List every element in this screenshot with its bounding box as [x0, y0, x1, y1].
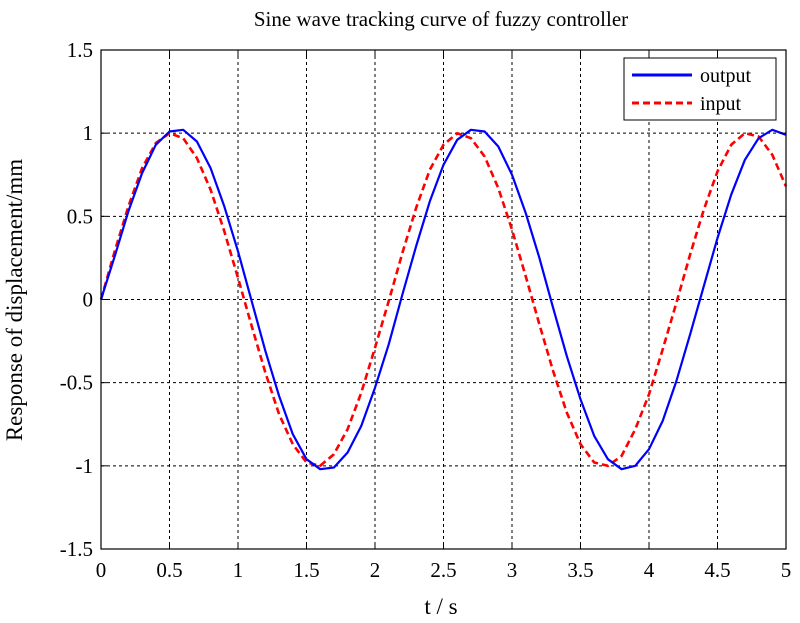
series-line-output — [99, 128, 787, 471]
y-tick-label: -1.5 — [60, 537, 93, 561]
x-tick-label: 3 — [507, 558, 518, 582]
y-tick-label: -0.5 — [60, 371, 93, 395]
x-tick-label: 0.5 — [156, 558, 182, 582]
x-axis-label: t / s — [424, 594, 457, 619]
y-tick-label: 1.5 — [67, 38, 93, 62]
y-tick-label: 0 — [83, 288, 94, 312]
y-tick-label: -1 — [76, 454, 94, 478]
x-tick-label: 4 — [644, 558, 655, 582]
chart-title: Sine wave tracking curve of fuzzy contro… — [254, 7, 628, 31]
legend-label-output: output — [700, 65, 752, 87]
x-tick-label: 5 — [781, 558, 792, 582]
y-axis-label: Response of displacement/mm — [2, 159, 27, 441]
legend-box — [623, 57, 777, 121]
x-tick-label: 3.5 — [567, 558, 593, 582]
y-tick-label: 0.5 — [67, 204, 93, 228]
x-tick-label: 2.5 — [430, 558, 456, 582]
x-axis-ticks: 0 0.5 1 1.5 2 2.5 3 3.5 4 4.5 5 — [96, 50, 792, 582]
legend: output input — [623, 57, 777, 121]
series-line-input — [99, 131, 788, 468]
x-tick-label: 0 — [96, 558, 107, 582]
x-tick-label: 2 — [370, 558, 381, 582]
legend-label-input: input — [700, 93, 742, 115]
y-tick-label: 1 — [83, 121, 94, 145]
grid — [101, 50, 786, 549]
y-axis-ticks: -1.5 -1 -0.5 0 0.5 1 1.5 — [60, 38, 786, 561]
x-tick-label: 1 — [233, 558, 244, 582]
x-tick-label: 1.5 — [293, 558, 319, 582]
x-tick-label: 4.5 — [704, 558, 730, 582]
series-group — [99, 128, 788, 471]
